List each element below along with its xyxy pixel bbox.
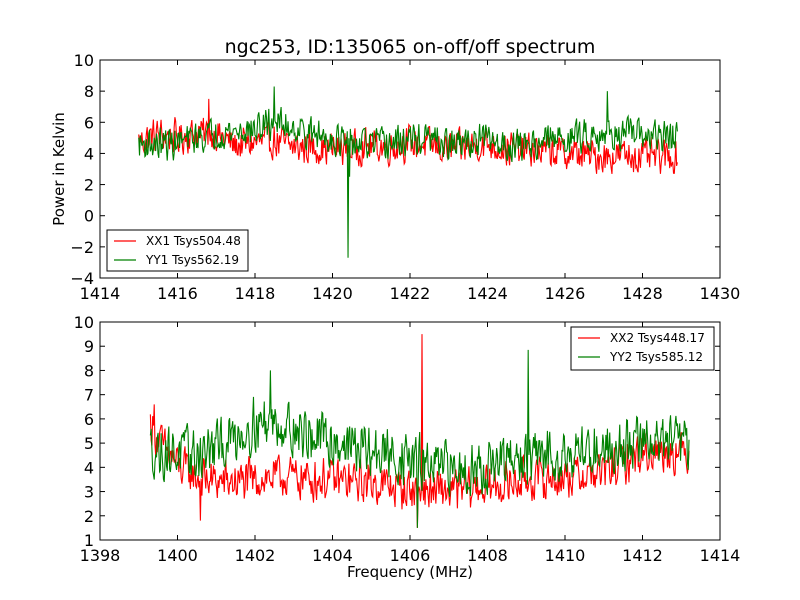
y-tick-label: 5	[84, 434, 94, 453]
x-tick-label: 1426	[545, 284, 586, 303]
x-tick-label: 1410	[545, 546, 586, 565]
y-tick-label: −4	[70, 269, 94, 288]
x-tick-label: 1406	[390, 546, 431, 565]
y-tick-label: 9	[84, 337, 94, 356]
y-axis-label: Power in Kelvin	[50, 112, 68, 226]
y-tick-label: −2	[70, 238, 94, 257]
y-tick-label: 4	[84, 458, 94, 477]
y-tick-label: 8	[84, 82, 94, 101]
x-axis-label: Frequency (MHz)	[347, 563, 473, 581]
legend: XX2 Tsys448.17 YY2 Tsys585.12	[570, 326, 715, 371]
y-tick-label: 0	[84, 207, 94, 226]
y-tick-label: 3	[84, 483, 94, 502]
legend-box	[106, 229, 249, 272]
y-tick-label: 1	[84, 531, 94, 550]
x-tick-label: 1402	[235, 546, 276, 565]
y-tick-label: 2	[84, 507, 94, 526]
x-tick-label: 1424	[467, 284, 508, 303]
y-tick-label: 10	[74, 51, 94, 70]
legend-entry: YY1 Tsys562.19	[145, 253, 239, 267]
y-tick-label: 2	[84, 176, 94, 195]
y-tick-label: 6	[84, 410, 94, 429]
x-tick-label: 1428	[622, 284, 663, 303]
legend-entry: XX1 Tsys504.48	[146, 234, 241, 248]
series-line-yy1	[138, 86, 678, 258]
x-tick-label: 1398	[80, 546, 121, 565]
y-tick-label: 7	[84, 386, 94, 405]
legend: XX1 Tsys504.48 YY1 Tsys562.19	[106, 229, 249, 272]
legend-entry: XX2 Tsys448.17	[610, 331, 705, 345]
series-line-xx2	[149, 334, 690, 528]
x-tick-label: 1422	[390, 284, 431, 303]
series-line-yy2	[149, 349, 690, 528]
top-spectrum-panel: 1414 1416 1418 1420 1422 1424 1426 1428 1430 −4 −2…	[50, 51, 740, 303]
y-tick-label: 4	[84, 144, 94, 163]
x-tick-label: 1430	[700, 284, 741, 303]
x-tick-label: 1414	[700, 546, 741, 565]
series-group	[149, 334, 690, 528]
chart-title: ngc253, ID:135065 on-off/off spectrum	[225, 36, 596, 58]
legend-box	[570, 326, 715, 371]
x-tick-label: 1414	[80, 284, 121, 303]
x-tick-label: 1418	[235, 284, 276, 303]
x-tick-label: 1420	[312, 284, 353, 303]
y-tick-label: 10	[74, 313, 94, 332]
x-tick-label: 1404	[312, 546, 353, 565]
x-tick-label: 1408	[467, 546, 508, 565]
x-tick-label: 1400	[157, 546, 198, 565]
x-tick-label: 1416	[157, 284, 198, 303]
legend-entry: YY2 Tsys585.12	[609, 350, 703, 364]
y-tick-label: 6	[84, 113, 94, 132]
series-group	[138, 86, 678, 258]
bottom-spectrum-panel: 1398 1400 1402 1404 1406 1408 1410 1412 1414 1 2 3 4…	[74, 313, 741, 581]
y-tick-label: 8	[84, 361, 94, 380]
x-tick-label: 1412	[622, 546, 663, 565]
